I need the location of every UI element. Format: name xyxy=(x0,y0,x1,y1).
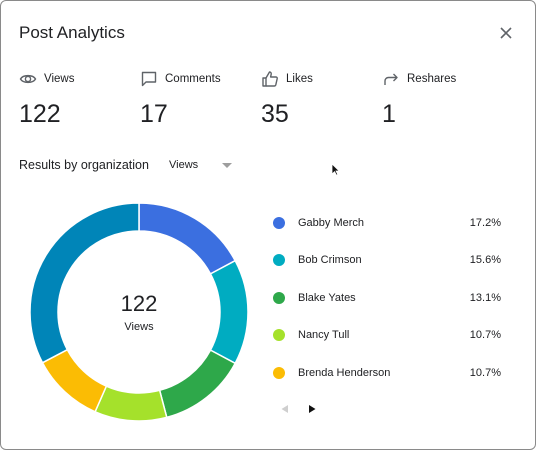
reshare-arrow-icon xyxy=(382,70,400,88)
views-donut-chart: 122 Views xyxy=(29,202,249,422)
dialog-title: Post Analytics xyxy=(19,23,125,42)
legend-percent: 17.2% xyxy=(469,216,501,229)
donut-svg xyxy=(29,202,249,422)
legend-item-bob-crimson[interactable]: Bob Crimson 15.6% xyxy=(273,242,501,280)
legend-name: Bob Crimson xyxy=(298,254,362,267)
eye-icon xyxy=(19,70,37,88)
metric-dropdown[interactable]: Views xyxy=(161,153,243,177)
donut-center-label: Views xyxy=(124,321,154,333)
donut-center-value: 122 xyxy=(120,291,158,316)
legend-item-brenda-henderson[interactable]: Brenda Henderson 10.7% xyxy=(273,354,501,392)
stat-value: 35 xyxy=(261,100,289,128)
stat-label: Reshares xyxy=(407,73,457,85)
stat-value: 122 xyxy=(19,100,61,128)
legend-percent: 10.7% xyxy=(469,366,501,379)
legend-item-gabby-merch[interactable]: Gabby Merch 17.2% xyxy=(273,204,501,242)
legend-percent: 13.1% xyxy=(469,291,501,304)
legend-item-blake-yates[interactable]: Blake Yates 13.1% xyxy=(273,279,501,317)
legend-dot xyxy=(273,216,285,229)
legend-percent: 10.7% xyxy=(469,329,501,342)
legend-name: Brenda Henderson xyxy=(298,366,391,379)
legend-prev-page-button[interactable] xyxy=(280,401,289,419)
legend-name: Blake Yates xyxy=(298,291,356,304)
stat-label: Comments xyxy=(165,73,221,85)
stat-reshares: Reshares 1 xyxy=(382,69,456,129)
triangle-left-icon xyxy=(281,405,288,413)
legend-dot xyxy=(273,366,285,379)
legend-name: Gabby Merch xyxy=(298,216,365,229)
stat-likes: Likes 35 xyxy=(261,69,313,129)
triangle-right-icon xyxy=(309,405,316,413)
results-by-organization-label: Results by organization xyxy=(19,158,149,172)
stat-value: 17 xyxy=(140,100,168,128)
close-icon xyxy=(500,27,512,39)
mouse-cursor-icon xyxy=(331,163,340,176)
chart-legend: Gabby Merch 17.2% Bob Crimson 15.6% Blak… xyxy=(273,204,501,392)
legend-dot xyxy=(273,329,285,342)
legend-dot xyxy=(273,291,285,304)
stat-label: Views xyxy=(44,73,75,85)
thumbs-up-icon xyxy=(261,70,279,88)
legend-dot xyxy=(273,254,285,267)
comment-icon xyxy=(140,70,158,88)
stat-views: Views 122 xyxy=(19,69,74,129)
stat-value: 1 xyxy=(382,100,396,128)
legend-percent: 15.6% xyxy=(469,254,501,267)
legend-item-nancy-tull[interactable]: Nancy Tull 10.7% xyxy=(273,317,501,355)
chevron-down-icon xyxy=(222,163,232,168)
metric-dropdown-value: Views xyxy=(169,159,199,171)
legend-next-page-button[interactable] xyxy=(308,401,317,419)
legend-name: Nancy Tull xyxy=(298,329,350,342)
close-button[interactable] xyxy=(495,22,517,44)
stat-label: Likes xyxy=(286,73,313,85)
donut-slice-other[interactable] xyxy=(29,202,140,364)
stat-comments: Comments 17 xyxy=(140,69,221,129)
